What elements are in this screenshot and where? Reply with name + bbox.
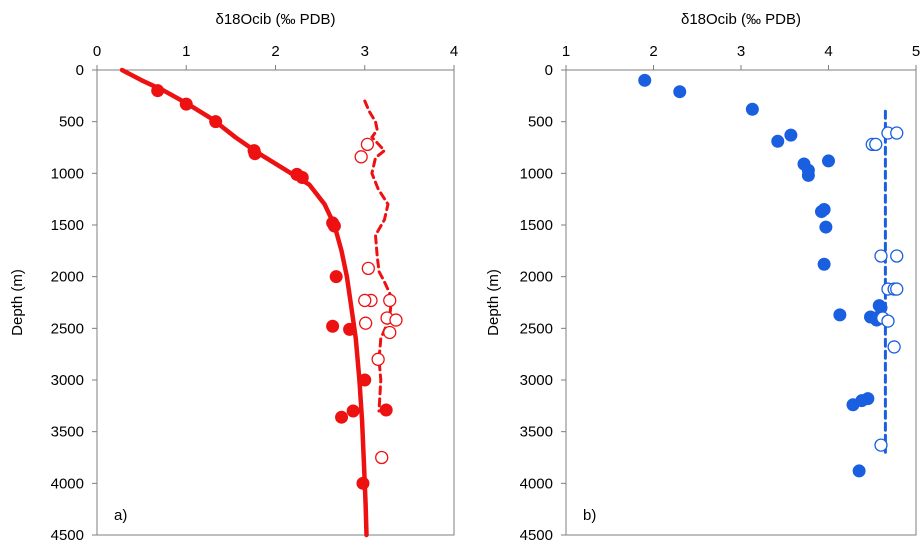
- data-point-filled: [343, 322, 357, 336]
- plot-frame-2: [565, 69, 917, 536]
- y-tick-label: 2000: [520, 269, 553, 286]
- data-point-filled: [327, 219, 341, 233]
- data-point-filled: [379, 403, 393, 417]
- data-point-filled: [356, 476, 370, 490]
- y-axis-title: Depth (m): [485, 269, 502, 336]
- panel-label: a): [114, 507, 127, 524]
- y-tick-label: 0: [545, 62, 553, 79]
- x-tick-label: 5: [912, 43, 920, 60]
- panel-label: b): [583, 507, 596, 524]
- data-point-open: [358, 293, 372, 308]
- y-tick-label: 0: [76, 62, 84, 79]
- data-point-open: [874, 438, 888, 452]
- data-point-filled: [833, 308, 847, 322]
- y-tick-label: 2000: [51, 269, 84, 286]
- y-tick-label: 1500: [520, 217, 553, 234]
- data-point-filled: [346, 404, 360, 418]
- x-tick-label: 2: [649, 43, 657, 60]
- y-tick-label: 3500: [51, 424, 84, 441]
- data-point-open: [389, 313, 403, 327]
- y-tick-label: 4000: [520, 475, 553, 492]
- x-tick-label: 3: [737, 43, 745, 60]
- data-point-open: [881, 314, 895, 328]
- data-point-filled: [771, 134, 785, 148]
- y-tick-label: 2500: [51, 320, 84, 337]
- y-tick-label: 3000: [51, 372, 84, 389]
- data-point-filled: [673, 85, 687, 99]
- data-point-open: [358, 316, 373, 330]
- data-point-filled: [326, 319, 340, 333]
- data-point-filled: [822, 154, 835, 168]
- data-point-filled: [295, 170, 309, 184]
- y-tick-label: 1000: [520, 165, 553, 182]
- data-point-filled: [784, 128, 798, 142]
- y-tick-label: 2500: [520, 320, 553, 337]
- data-point-open: [371, 352, 385, 366]
- data-point-open: [890, 282, 904, 296]
- data-point-filled: [179, 97, 193, 111]
- y-tick-label: 4000: [51, 475, 84, 492]
- y-tick-label: 1500: [51, 217, 84, 234]
- data-point-open: [869, 137, 883, 152]
- data-point-filled: [846, 398, 860, 412]
- x-tick-label: 2: [271, 43, 279, 60]
- plot-frame-1: [96, 69, 455, 536]
- data-point-filled: [151, 84, 165, 98]
- data-point-open: [890, 249, 904, 263]
- y-tick-label: 500: [528, 114, 553, 131]
- data-point-filled: [819, 220, 833, 234]
- data-point-filled: [209, 115, 223, 129]
- x-tick-label: 4: [450, 43, 458, 60]
- data-point-filled: [817, 203, 831, 216]
- y-tick-label: 3000: [520, 372, 553, 389]
- data-point-open: [874, 249, 888, 263]
- data-point-open: [887, 340, 901, 354]
- data-point-open: [375, 450, 389, 465]
- data-point-filled: [358, 373, 372, 387]
- data-point-filled: [248, 147, 262, 161]
- y-tick-label: 4500: [51, 527, 84, 544]
- y-tick-label: 3500: [520, 424, 553, 441]
- y-axis-title: Depth (m): [9, 269, 26, 336]
- x-tick-label: 1: [562, 43, 570, 60]
- data-point-filled: [852, 464, 866, 478]
- data-point-filled: [817, 257, 831, 271]
- y-tick-label: 4500: [520, 527, 553, 544]
- x-tick-label: 4: [824, 43, 832, 60]
- x-axis-title: δ18Ocib (‰ PDB): [681, 11, 801, 28]
- trend-line-solid: [119, 67, 369, 538]
- x-tick-label: 1: [182, 43, 190, 60]
- data-point-open: [354, 150, 368, 164]
- data-point-filled: [801, 168, 815, 182]
- data-point-open: [361, 261, 375, 276]
- y-tick-label: 500: [59, 114, 84, 131]
- data-point-filled: [638, 73, 652, 87]
- data-point-filled: [335, 410, 349, 424]
- data-point-open: [383, 293, 397, 308]
- data-point-open: [360, 137, 375, 152]
- data-point-open: [890, 126, 904, 140]
- data-point-filled: [745, 102, 759, 116]
- data-point-filled: [329, 270, 343, 284]
- x-tick-label: 3: [361, 43, 369, 60]
- data-point-open: [383, 325, 397, 340]
- x-tick-label: 0: [93, 43, 101, 60]
- y-tick-label: 1000: [51, 165, 84, 182]
- x-axis-title: δ18Ocib (‰ PDB): [215, 11, 335, 28]
